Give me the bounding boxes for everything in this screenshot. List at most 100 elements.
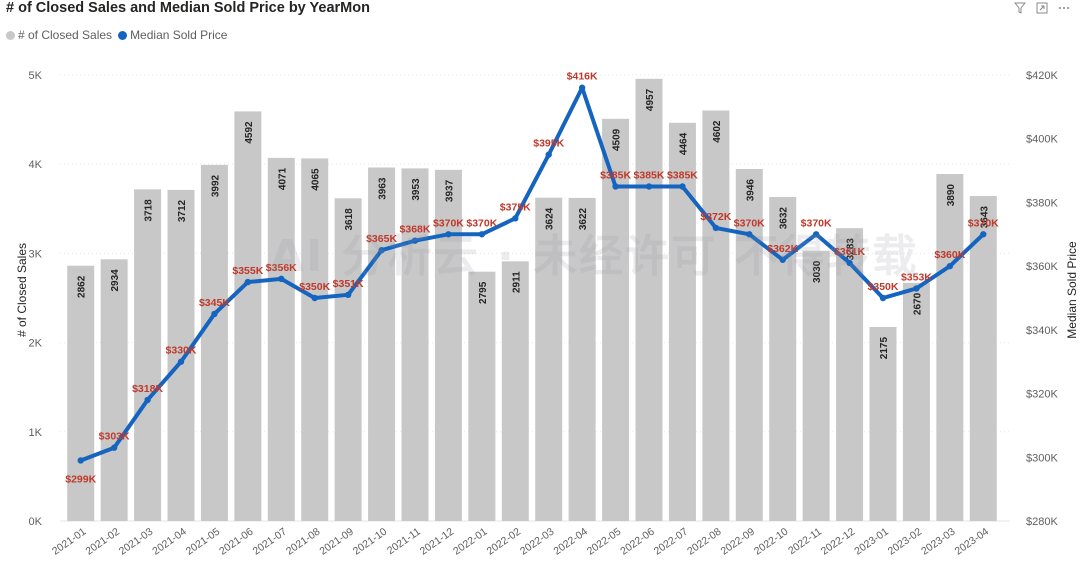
y-right-tick-label: $360K bbox=[1026, 261, 1058, 273]
line-data-label: $356K bbox=[266, 262, 297, 274]
legend-item-median-price[interactable]: Median Sold Price bbox=[118, 28, 227, 42]
x-tick-label: 2023-01 bbox=[852, 526, 891, 558]
bar bbox=[969, 196, 997, 521]
bar bbox=[67, 265, 95, 521]
line-data-label: $318K bbox=[132, 383, 163, 395]
bar bbox=[501, 261, 529, 521]
bar-data-label: 4592 bbox=[244, 121, 255, 144]
line-point bbox=[846, 259, 853, 267]
line-data-label: $345K bbox=[199, 297, 230, 309]
line-point bbox=[77, 457, 84, 464]
line-point bbox=[144, 396, 151, 404]
line-data-label: $368K bbox=[400, 224, 431, 236]
line-data-label: $370K bbox=[968, 217, 999, 229]
line-data-label: $375K bbox=[500, 201, 531, 213]
bar-data-label: 4957 bbox=[645, 88, 656, 111]
x-tick-label: 2021-07 bbox=[251, 526, 290, 558]
line-data-label: $372K bbox=[700, 211, 731, 223]
bar bbox=[100, 259, 128, 521]
x-tick-label: 2021-08 bbox=[284, 526, 323, 558]
bar bbox=[334, 198, 362, 521]
line-data-label: $395K bbox=[533, 138, 564, 150]
legend-item-closed-sales[interactable]: # of Closed Sales bbox=[6, 28, 112, 42]
filter-icon[interactable] bbox=[1013, 2, 1027, 14]
line-data-label: $416K bbox=[567, 71, 598, 83]
watermark-text: AI 分析云 · 未经许可 不得转载 bbox=[270, 231, 919, 282]
bar-data-label: 2795 bbox=[478, 281, 489, 304]
bar-data-label: 4602 bbox=[712, 120, 723, 143]
bar bbox=[401, 168, 429, 521]
more-options-icon[interactable] bbox=[1058, 2, 1070, 14]
bar bbox=[668, 122, 696, 521]
x-tick-label: 2022-09 bbox=[719, 526, 758, 558]
x-tick-label: 2021-02 bbox=[83, 526, 122, 558]
visual-header-toolbar bbox=[1013, 2, 1070, 14]
x-tick-label: 2021-12 bbox=[418, 526, 457, 558]
bar-data-label: 3992 bbox=[210, 174, 221, 197]
line-point bbox=[110, 444, 118, 451]
legend-swatch-median-price bbox=[118, 30, 128, 40]
y-right-tick-label: $380K bbox=[1026, 197, 1058, 209]
bar bbox=[468, 271, 496, 521]
line-data-label: $353K bbox=[901, 271, 932, 283]
bar bbox=[735, 169, 763, 522]
bar bbox=[301, 158, 329, 522]
bar-data-label: 4509 bbox=[612, 128, 623, 151]
line-point bbox=[211, 310, 218, 318]
y-left-tick-label: 3K bbox=[29, 248, 43, 260]
bar bbox=[267, 157, 295, 521]
x-tick-label: 2022-11 bbox=[786, 526, 824, 558]
line-data-label: $370K bbox=[466, 217, 497, 229]
line-data-label: $385K bbox=[634, 170, 665, 182]
y-left-tick-label: 0K bbox=[29, 516, 43, 528]
x-tick-label: 2021-09 bbox=[317, 526, 356, 558]
legend-label-median-price: Median Sold Price bbox=[130, 28, 228, 42]
x-tick-label: 2023-02 bbox=[886, 526, 925, 558]
line-data-label: $365K bbox=[366, 233, 397, 245]
line-data-label: $360K bbox=[934, 249, 965, 261]
line-data-label: $350K bbox=[868, 281, 899, 293]
bar-data-label: 2934 bbox=[110, 269, 121, 292]
chart-title: # of Closed Sales and Median Sold Price … bbox=[6, 0, 370, 16]
line-point bbox=[980, 231, 987, 238]
bar bbox=[635, 78, 663, 521]
line-data-label: $385K bbox=[600, 170, 631, 182]
line-point bbox=[946, 262, 954, 270]
x-tick-label: 2022-03 bbox=[518, 526, 557, 558]
line-point bbox=[746, 231, 753, 238]
bar bbox=[702, 110, 730, 522]
line-point bbox=[879, 294, 887, 302]
line-data-label: $303K bbox=[99, 431, 130, 443]
line-data-label: $299K bbox=[65, 473, 96, 485]
y-right-tick-label: $400K bbox=[1026, 134, 1058, 146]
bar-data-label: 3283 bbox=[846, 238, 857, 261]
bar-data-label: 3643 bbox=[979, 206, 990, 229]
x-tick-label: 2022-10 bbox=[752, 526, 791, 558]
x-tick-label: 2022-04 bbox=[551, 526, 590, 558]
bar-data-label: 2670 bbox=[912, 292, 923, 315]
line-point bbox=[645, 183, 653, 190]
bar bbox=[568, 197, 596, 521]
line-series-median-price bbox=[78, 85, 986, 463]
line-point bbox=[278, 275, 285, 283]
bar-data-label: 3624 bbox=[545, 207, 556, 230]
line-data-label: $351K bbox=[333, 278, 364, 290]
focus-mode-icon[interactable] bbox=[1036, 2, 1048, 14]
x-tick-label: 2021-04 bbox=[150, 526, 189, 558]
x-tick-label: 2022-08 bbox=[685, 526, 724, 558]
x-tick-label: 2022-01 bbox=[451, 526, 490, 558]
bar bbox=[869, 326, 897, 521]
bar-data-label: 2911 bbox=[511, 271, 522, 293]
bar bbox=[134, 189, 162, 521]
line-data-label: $370K bbox=[734, 217, 765, 229]
x-tick-label: 2022-07 bbox=[652, 526, 691, 558]
x-tick-label: 2021-03 bbox=[117, 526, 156, 558]
line-data-label: $370K bbox=[801, 217, 832, 229]
x-tick-label: 2022-05 bbox=[585, 526, 624, 558]
line-point bbox=[512, 215, 519, 222]
line-point bbox=[378, 247, 385, 254]
bar-data-label: 4065 bbox=[311, 168, 322, 191]
bar-data-label: 3622 bbox=[578, 207, 589, 230]
y-right-tick-label: $300K bbox=[1026, 452, 1058, 464]
